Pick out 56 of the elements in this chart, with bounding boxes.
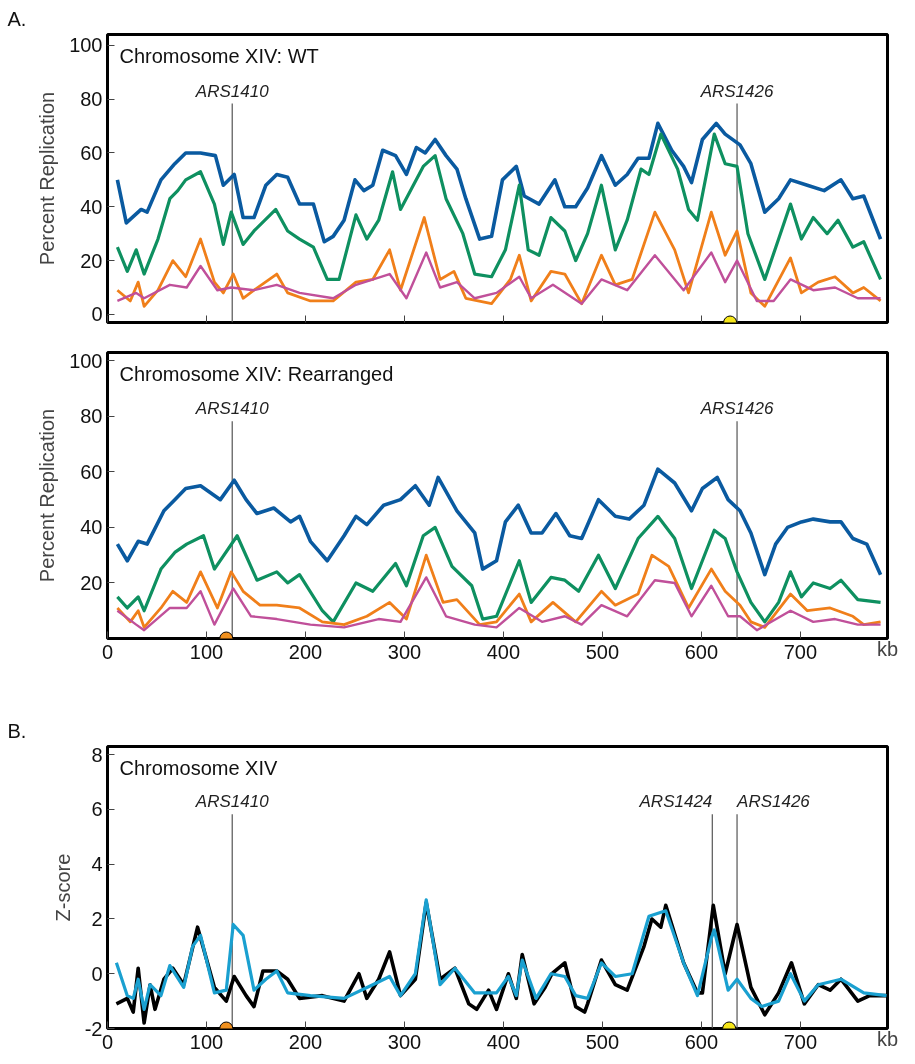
y-tick-label: 6 (91, 798, 103, 821)
y-tick-label: 100 (69, 34, 103, 57)
y-axis-title: Percent Replication (36, 408, 59, 583)
ref-line-label: ARS1424 (638, 792, 713, 812)
line-series (115, 121, 883, 244)
x-tick-label: 600 (684, 1030, 719, 1053)
y-tick-label: 4 (91, 853, 103, 876)
ref-line-label: ARS1426 (699, 81, 774, 101)
ref-line-label: ARS1410 (194, 81, 270, 101)
x-tick-label: 300 (387, 640, 422, 663)
y-tick-label: 60 (80, 460, 103, 483)
x-axis-title: kb (876, 637, 899, 660)
line-series (116, 251, 882, 305)
ref-line-label: ARS1426 (736, 792, 811, 812)
ref-line-label: ARS1426 (699, 399, 774, 419)
y-axis-title: Z-score (51, 853, 74, 922)
text: B. (7, 719, 27, 742)
y-tick-label: 20 (80, 249, 103, 272)
y-tick-label: 40 (80, 195, 103, 218)
x-tick-label: 300 (387, 1030, 422, 1053)
y-tick-label: 80 (80, 405, 103, 428)
x-tick-label: 200 (288, 640, 323, 663)
x-tick-label: 600 (684, 640, 719, 663)
line-series (115, 132, 883, 282)
x-tick-label: 500 (585, 1030, 620, 1053)
y-tick-label: 60 (80, 141, 103, 164)
y-tick-label: 80 (80, 88, 103, 111)
line-series (115, 514, 883, 624)
y-tick-label: 0 (91, 303, 103, 326)
x-tick-label: 400 (486, 640, 521, 663)
x-tick-label: 400 (486, 1030, 521, 1053)
text: A. (7, 7, 27, 30)
text: Chromosome XIV (119, 756, 278, 779)
x-tick-label: 700 (783, 1030, 818, 1053)
y-tick-label: 8 (91, 743, 103, 766)
line-series (115, 467, 883, 577)
y-tick-label: 0 (91, 962, 103, 985)
line-series (116, 553, 882, 629)
y-tick-label: 2 (91, 907, 103, 930)
y-axis-title: Percent Replication (36, 91, 59, 266)
y-tick-label: 20 (80, 571, 103, 594)
line-series (116, 576, 882, 632)
x-tick-label: 100 (189, 640, 224, 663)
ref-line-label: ARS1410 (194, 399, 270, 419)
x-tick-label: 500 (585, 640, 620, 663)
ref-line-label: ARS1410 (194, 792, 270, 812)
text: Chromosome XIV: WT (119, 44, 319, 67)
x-tick-label: 100 (189, 1030, 224, 1053)
x-tick-label: 200 (288, 1030, 323, 1053)
x-axis-title: kb (876, 1027, 899, 1050)
line-series (116, 210, 882, 308)
y-tick-label: 100 (69, 349, 103, 372)
y-tick-label: -2 (84, 1017, 103, 1040)
y-tick-label: 40 (80, 516, 103, 539)
x-tick-label: 700 (783, 640, 818, 663)
text: Chromosome XIV: Rearranged (119, 362, 394, 385)
